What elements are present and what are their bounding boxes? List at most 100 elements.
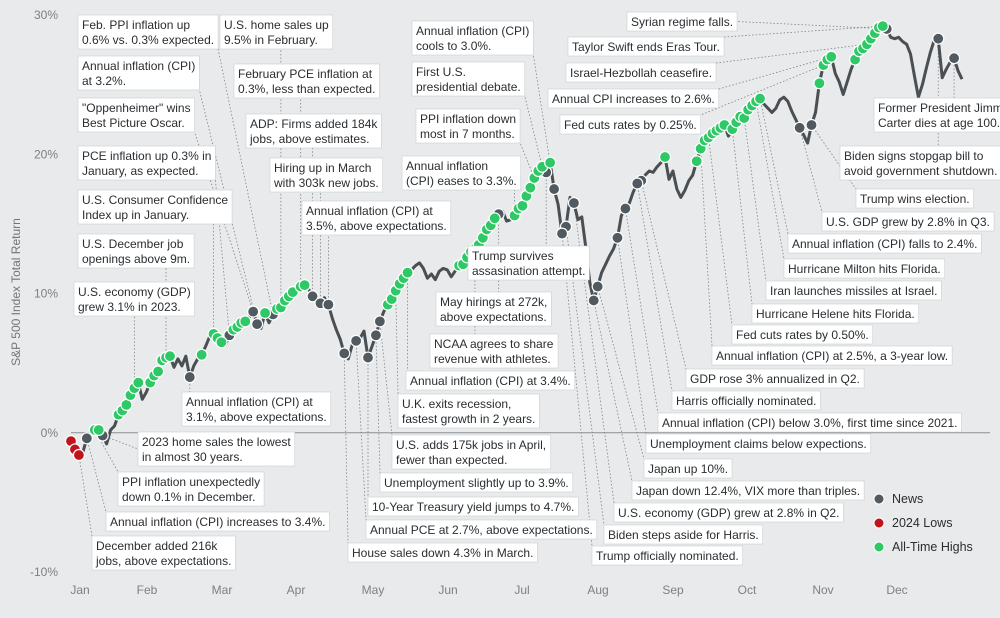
annotation-bg [765,280,942,301]
annotation-connector [524,95,543,167]
annotation-bg [411,20,534,56]
annotation-text: Trump wins election. [860,192,970,206]
annotation-text: 0.6% vs. 0.3% expected. [82,33,214,47]
annotation-text: Taylor Swift ends Eras Tour. [572,40,720,54]
annotation-text: presidential debate. [416,80,521,94]
annotation-box: Japan up 10%. [643,458,733,479]
annotation-text: 0.3%, less than expected. [238,82,375,96]
annotation-text: ADP: Firms added 184k [250,117,378,131]
annotation-connector [743,117,767,282]
annotation-box: 10-Year Treasury yield jumps to 4.7%. [367,496,579,517]
x-month-label: Mar [212,583,233,597]
annotation-bg [626,11,738,32]
x-month-label: Aug [587,583,608,597]
annotation-text: jobs, above estimates. [249,132,369,146]
annotation-bg [731,324,874,345]
annotation-text: U.S. economy (GDP) [78,285,191,299]
annotation-bg [117,471,265,507]
annotation-box: Annual inflation (CPI)at 3.2%. [77,55,200,91]
annotation-text: House sales down 4.3% in March. [352,546,533,560]
annotation-text: February PCE inflation at [238,67,373,81]
annotation-box: Taylor Swift ends Eras Tour. [567,36,725,57]
annotation-box: First U.S.presidential debate. [411,61,526,97]
annotation-text: Hiring up in March [274,161,371,175]
annotation-connector [640,180,687,370]
annotation-text: Unemployment claims below expections. [650,437,867,451]
all-time-high-dot [92,423,105,437]
annotation-box: Annual inflation (CPI) below 3.0%, first… [657,412,962,433]
annotation-text: U.S. Consumer Confidence [82,193,228,207]
annotation-text: Annual inflation (CPI) at 3.4%. [410,374,571,388]
annotation-bg [711,345,953,366]
news-dot [548,182,561,196]
low-dot [72,448,86,462]
news-dot [369,329,383,342]
annotation-bg [405,370,576,391]
annotation-bg [105,511,330,532]
annotation-text: fastest growth in 2 years. [402,412,535,426]
all-time-high-dot [753,92,767,105]
annotation-text: U.S. December job [82,237,184,251]
annotation-bg [137,431,296,467]
annotation-text: December added 216k [96,539,218,553]
annotation-text: U.S. economy (GDP) grew at 2.8% in Q2. [618,506,839,520]
annotation-box: Japan down 12.4%, VIX more than triples. [631,480,865,501]
annotation-text: U.S. GDP grew by 2.8% in Q3. [826,215,990,229]
annotation-text: U.S. home sales up [224,18,329,32]
news-dot [251,318,264,331]
annotation-text: grew 3.1% in 2023. [78,300,181,314]
all-time-high-dot [132,376,145,389]
y-tick-label: 0% [41,426,59,440]
annotation-text: most in 7 months. [420,127,515,141]
all-time-high-dot [690,155,703,168]
x-month-label: May [362,583,385,597]
annotation-bg [435,291,552,327]
annotation-connector [811,124,857,190]
annotation-bg [565,62,717,83]
annotation-text: Hurricane Milton hits Florida. [788,262,941,276]
all-time-high-dot [152,365,165,378]
annotation-text: Israel-Hezbollah ceasefire. [570,66,712,80]
annotation-box: Trump officially nominated. [591,545,744,566]
annotation-connector [636,183,673,392]
annotation-box: Annual inflation (CPI) at 3.4%. [405,370,576,391]
annotation-box: May hirings at 272k,above expectations. [435,291,552,327]
annotation-text: Carter dies at age 100. [878,116,1000,130]
annotation-bg [391,434,552,470]
legend-swatch [873,493,885,505]
annotation-text: "Oppenheimer" wins [82,101,191,115]
annotation-box: U.S. economy (GDP)grew 3.1% in 2023. [73,281,195,317]
annotation-box: Annual inflation (CPI) increases to 3.4%… [105,511,330,532]
y-tick-label: 10% [34,287,58,301]
annotation-box: Annual CPI increases to 2.6%. [547,88,720,109]
annotation-text: fewer than expected. [396,453,507,467]
annotation-box: Harris officially nominated. [671,390,821,411]
annotation-bg [657,412,962,433]
annotation-text: Annual PCE at 2.7%, above expectations. [370,523,593,537]
legend-label: News [892,492,923,506]
all-time-high-dot [488,212,501,225]
legend-item: News [873,492,923,506]
annotation-text: Japan up 10%. [648,462,728,476]
legend-item: All-Time Highs [873,540,973,554]
annotation-box: Annual inflation (CPI) at3.5%, above exp… [301,200,452,236]
annotation-text: GDP rose 3% annualized in Q2. [690,372,860,386]
annotation-connector [199,89,258,325]
annotation-bg [181,391,332,427]
annotation-bg [613,502,844,523]
annotation-bg [411,61,526,97]
news-dot [591,280,604,293]
annotation-text: Annual inflation (CPI) at [186,395,313,409]
annotation-bg [783,258,946,279]
legend-item: 2024 Lows [873,516,952,530]
annotation-text: in almost 30 years. [142,450,243,464]
all-time-high-dot [544,156,557,169]
annotation-bg [269,157,384,193]
all-time-high-dot [258,306,272,320]
annotation-bg [567,36,725,57]
annotation-text: Syrian regime falls. [631,15,733,29]
annotation-box: Trump wins election. [855,188,974,209]
annotation-box: Hurricane Helene hits Florida. [751,303,920,324]
